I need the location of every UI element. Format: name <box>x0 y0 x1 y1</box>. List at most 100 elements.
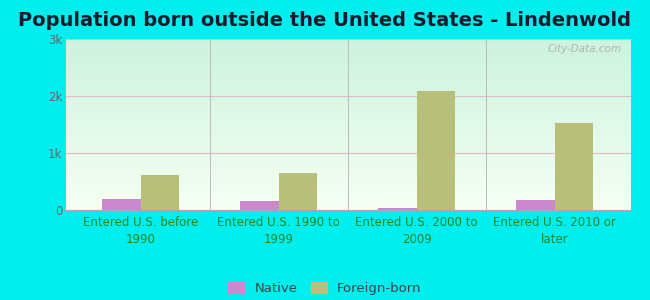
Bar <box>65 68 630 69</box>
Bar <box>65 151 630 152</box>
Bar <box>65 197 630 198</box>
Bar <box>65 97 630 98</box>
Bar <box>65 134 630 135</box>
Bar <box>65 133 630 134</box>
Bar <box>65 71 630 72</box>
Bar <box>65 183 630 184</box>
Bar <box>65 110 630 111</box>
Bar <box>65 138 630 139</box>
Bar <box>417 92 456 210</box>
Bar <box>65 209 630 210</box>
Bar <box>65 126 630 127</box>
Bar <box>65 70 630 71</box>
Bar <box>65 128 630 129</box>
Bar <box>65 185 630 186</box>
Bar <box>65 61 630 62</box>
Bar <box>65 146 630 147</box>
Bar <box>516 200 554 210</box>
Bar <box>65 172 630 173</box>
Bar <box>65 81 630 82</box>
Bar <box>65 118 630 119</box>
Bar <box>65 63 630 64</box>
Bar <box>554 123 593 210</box>
Bar <box>65 155 630 156</box>
Bar <box>65 66 630 67</box>
Bar <box>65 52 630 53</box>
Bar <box>65 186 630 187</box>
Bar <box>65 163 630 164</box>
Bar <box>65 179 630 180</box>
Bar <box>65 142 630 143</box>
Bar <box>65 132 630 133</box>
Bar <box>65 136 630 137</box>
Bar <box>65 154 630 155</box>
Bar <box>65 88 630 89</box>
Bar <box>65 42 630 43</box>
Bar <box>65 139 630 140</box>
Bar <box>65 194 630 195</box>
Bar <box>65 103 630 104</box>
Bar <box>65 56 630 57</box>
Bar <box>65 189 630 190</box>
Bar <box>65 135 630 136</box>
Bar <box>65 201 630 202</box>
Bar <box>65 79 630 80</box>
Bar <box>65 69 630 70</box>
Bar <box>65 199 630 200</box>
Bar <box>65 59 630 60</box>
Bar <box>65 90 630 91</box>
Bar <box>65 153 630 154</box>
Bar <box>65 150 630 151</box>
Bar <box>65 173 630 174</box>
Bar <box>65 62 630 63</box>
Bar <box>65 108 630 109</box>
Bar <box>65 206 630 207</box>
Bar <box>65 112 630 113</box>
Bar <box>65 176 630 177</box>
Bar <box>65 207 630 208</box>
Bar <box>65 46 630 47</box>
Bar <box>65 166 630 167</box>
Bar <box>65 137 630 138</box>
Bar <box>65 193 630 194</box>
Bar <box>65 82 630 83</box>
Bar <box>65 182 630 183</box>
Bar <box>65 161 630 162</box>
Bar <box>65 72 630 73</box>
Bar <box>65 47 630 48</box>
Bar <box>65 127 630 128</box>
Bar <box>65 87 630 88</box>
Bar <box>65 192 630 193</box>
Bar <box>65 74 630 75</box>
Bar <box>65 86 630 87</box>
Bar <box>65 55 630 56</box>
Bar <box>65 107 630 108</box>
Bar <box>65 187 630 188</box>
Bar <box>65 41 630 42</box>
Bar <box>65 162 630 163</box>
Bar <box>65 167 630 168</box>
Bar <box>65 102 630 103</box>
Bar <box>65 203 630 204</box>
Bar <box>102 199 141 210</box>
Bar <box>65 180 630 181</box>
Bar <box>65 119 630 120</box>
Bar <box>65 73 630 74</box>
Bar <box>65 104 630 105</box>
Bar <box>65 147 630 148</box>
Bar <box>65 58 630 59</box>
Bar <box>65 60 630 61</box>
Bar <box>65 85 630 86</box>
Bar <box>65 158 630 159</box>
Bar <box>65 114 630 115</box>
Bar <box>65 95 630 96</box>
Bar <box>65 120 630 121</box>
Bar <box>65 159 630 160</box>
Text: City-Data.com: City-Data.com <box>548 44 622 54</box>
Bar <box>65 181 630 182</box>
Bar <box>65 175 630 176</box>
Bar <box>65 54 630 55</box>
Bar <box>65 148 630 149</box>
Bar <box>65 202 630 203</box>
Bar <box>65 124 630 125</box>
